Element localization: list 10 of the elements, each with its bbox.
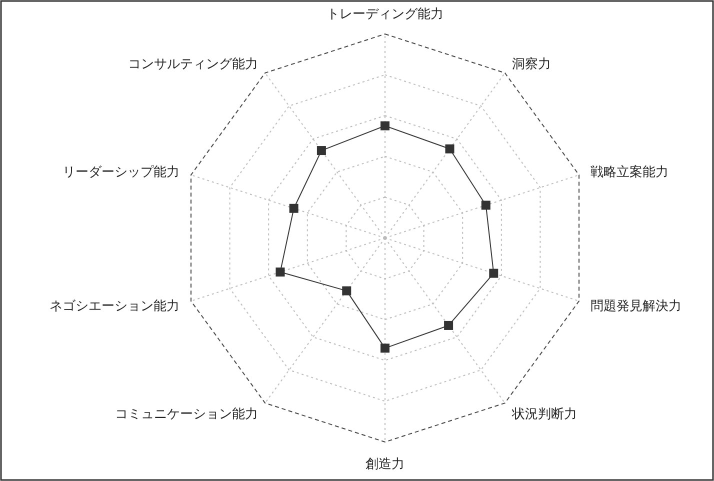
spoke-label: リーダーシップ能力 bbox=[62, 165, 180, 180]
spoke-label: 創造力 bbox=[366, 457, 404, 472]
spoke-label: 戦略立案能力 bbox=[590, 164, 669, 180]
spoke-label: ネゴシエーション能力 bbox=[49, 298, 180, 314]
spoke-label: トレーディング能力 bbox=[326, 6, 444, 22]
spoke-label: コミュニケーション能力 bbox=[114, 406, 258, 422]
spoke-label: 状況判断力 bbox=[511, 406, 578, 422]
spoke-label: 洞察力 bbox=[512, 56, 552, 72]
spoke-label: 問題発見解決力 bbox=[590, 298, 682, 314]
spoke-label: コンサルティング能力 bbox=[128, 57, 258, 72]
